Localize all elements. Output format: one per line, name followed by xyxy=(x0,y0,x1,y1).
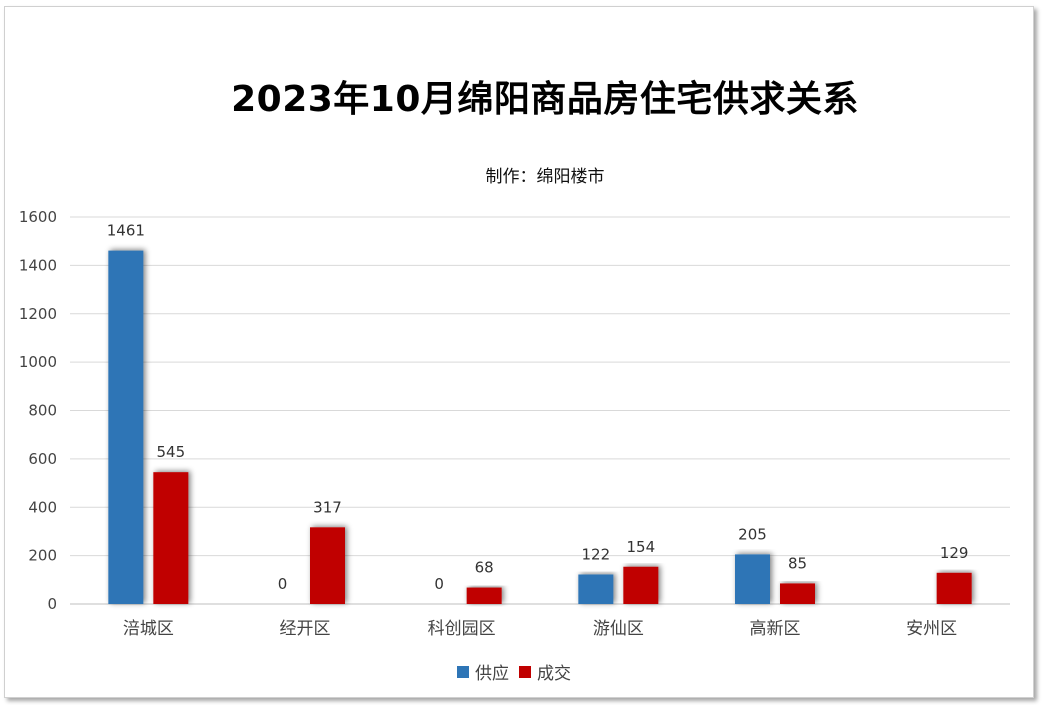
bar-deal xyxy=(623,566,659,604)
chart-title: 2023年10月绵阳商品房住宅供求关系 xyxy=(231,79,859,120)
legend-swatch-deal xyxy=(519,665,531,678)
labels: 0 200 400 600 800 1000 1200 1400 1600 1461 545 涪城区 0… xyxy=(19,208,969,639)
bar-deal xyxy=(466,587,502,604)
y-tick-label: 1000 xyxy=(19,353,57,371)
bar-deal xyxy=(780,583,815,604)
x-tick-label: 科创园区 xyxy=(428,619,496,639)
data-label: 154 xyxy=(627,538,656,556)
bar-deal xyxy=(153,472,189,604)
y-tick-label: 200 xyxy=(28,547,57,565)
data-label: 545 xyxy=(157,443,186,461)
legend-swatch-supply xyxy=(457,665,469,678)
chart-subtitle: 制作：绵阳楼市 xyxy=(485,167,605,187)
x-tick-label: 高新区 xyxy=(750,619,801,639)
bar-deal xyxy=(936,572,972,604)
bar-supply xyxy=(735,554,770,604)
x-tick-label: 经开区 xyxy=(280,619,331,639)
x-tick-label: 安州区 xyxy=(906,619,957,639)
legend-item-deal: 成交 xyxy=(519,659,571,684)
legend-label-deal: 成交 xyxy=(537,664,571,684)
gridlines xyxy=(70,216,1010,605)
data-label: 129 xyxy=(940,544,969,562)
data-label: 122 xyxy=(582,545,611,563)
data-label: 68 xyxy=(475,559,494,577)
legend: 供应 成交 xyxy=(457,659,581,684)
legend-item-supply: 供应 xyxy=(457,659,509,684)
data-label: 317 xyxy=(313,498,342,516)
bar-supply xyxy=(578,574,614,604)
data-label: 205 xyxy=(738,525,767,543)
y-tick-label: 600 xyxy=(28,450,57,468)
x-tick-label: 涪城区 xyxy=(123,619,174,639)
x-tick-label: 游仙区 xyxy=(593,619,644,639)
y-tick-label: 0 xyxy=(47,595,57,613)
bar-deal xyxy=(310,527,345,604)
y-tick-label: 1200 xyxy=(19,305,57,323)
y-tick-label: 1400 xyxy=(19,256,57,274)
y-tick-label: 800 xyxy=(28,402,57,420)
data-label: 1461 xyxy=(107,222,145,240)
data-label: 0 xyxy=(434,575,444,593)
y-tick-label: 400 xyxy=(28,498,57,516)
bars xyxy=(108,250,972,605)
data-label: 0 xyxy=(278,575,288,593)
y-tick-label: 1600 xyxy=(19,208,57,226)
bar-supply xyxy=(108,250,144,605)
data-label: 85 xyxy=(788,554,807,572)
legend-label-supply: 供应 xyxy=(475,664,509,684)
